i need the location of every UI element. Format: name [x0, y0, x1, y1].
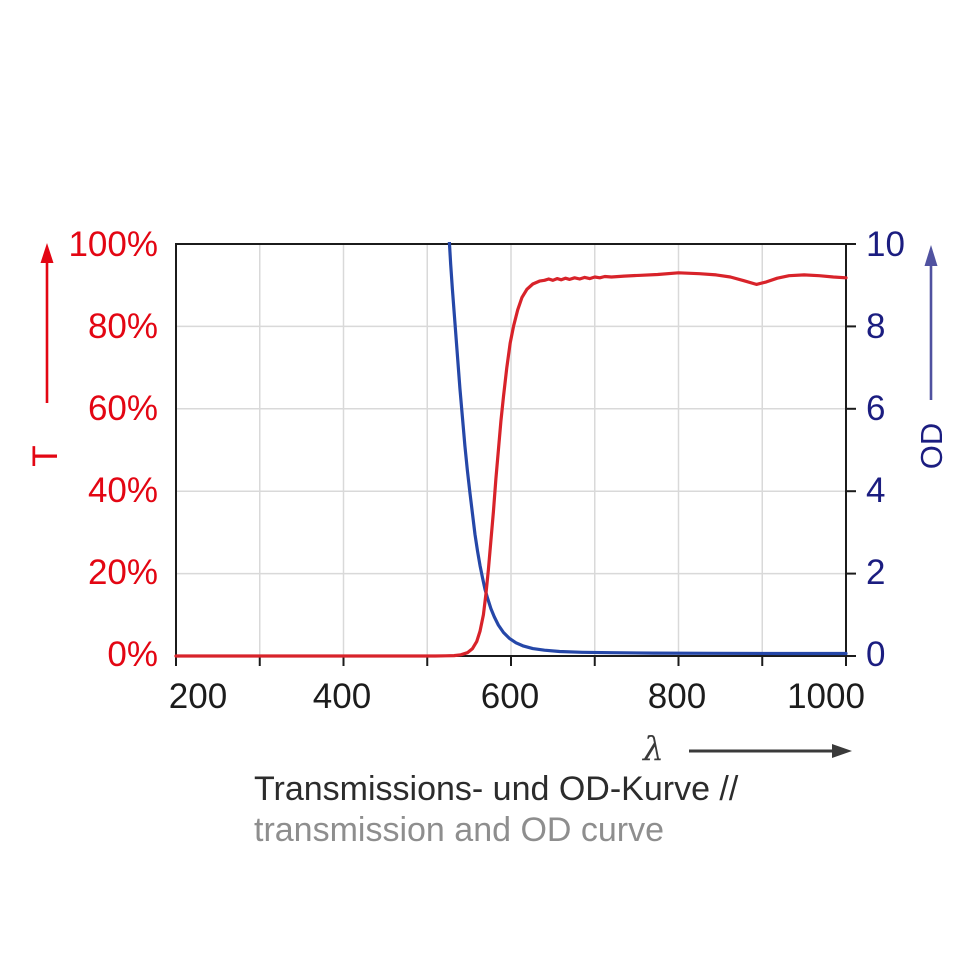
od-axis-label: OD — [914, 422, 949, 470]
t-tick-label: 20% — [87, 553, 158, 592]
od-axis-arrowhead — [924, 245, 938, 266]
x-tick-label: 200 — [168, 677, 228, 716]
od-tick-label: 0 — [866, 635, 886, 674]
x-axis-arrowhead — [832, 744, 852, 758]
x-tick-label: 1000 — [787, 677, 865, 716]
t-tick-label: 60% — [87, 389, 158, 428]
x-tick-label: 800 — [647, 677, 707, 716]
t-tick-label: 80% — [87, 307, 158, 346]
caption-title-en: transmission and OD curve — [254, 811, 665, 849]
t-axis-label: T — [26, 445, 65, 467]
od-tick-label: 6 — [866, 389, 886, 428]
transmission-curve — [174, 271, 848, 658]
od-tick-label: 4 — [866, 471, 886, 510]
od-tick-label: 8 — [866, 307, 886, 346]
lambda-axis-label: λ — [643, 729, 664, 768]
od-tick-label: 10 — [866, 225, 905, 264]
od-tick-label: 2 — [866, 553, 886, 592]
t-tick-label: 100% — [68, 225, 158, 264]
plot-frame — [175, 243, 847, 657]
x-tick-label: 400 — [312, 677, 372, 716]
caption-title-de: Transmissions- und OD-Kurve // — [254, 770, 739, 808]
od-curve — [447, 242, 848, 656]
t-tick-label: 0% — [107, 635, 158, 674]
t-axis-arrowhead — [40, 243, 54, 263]
x-tick-label: 600 — [480, 677, 540, 716]
t-tick-label: 40% — [87, 471, 158, 510]
